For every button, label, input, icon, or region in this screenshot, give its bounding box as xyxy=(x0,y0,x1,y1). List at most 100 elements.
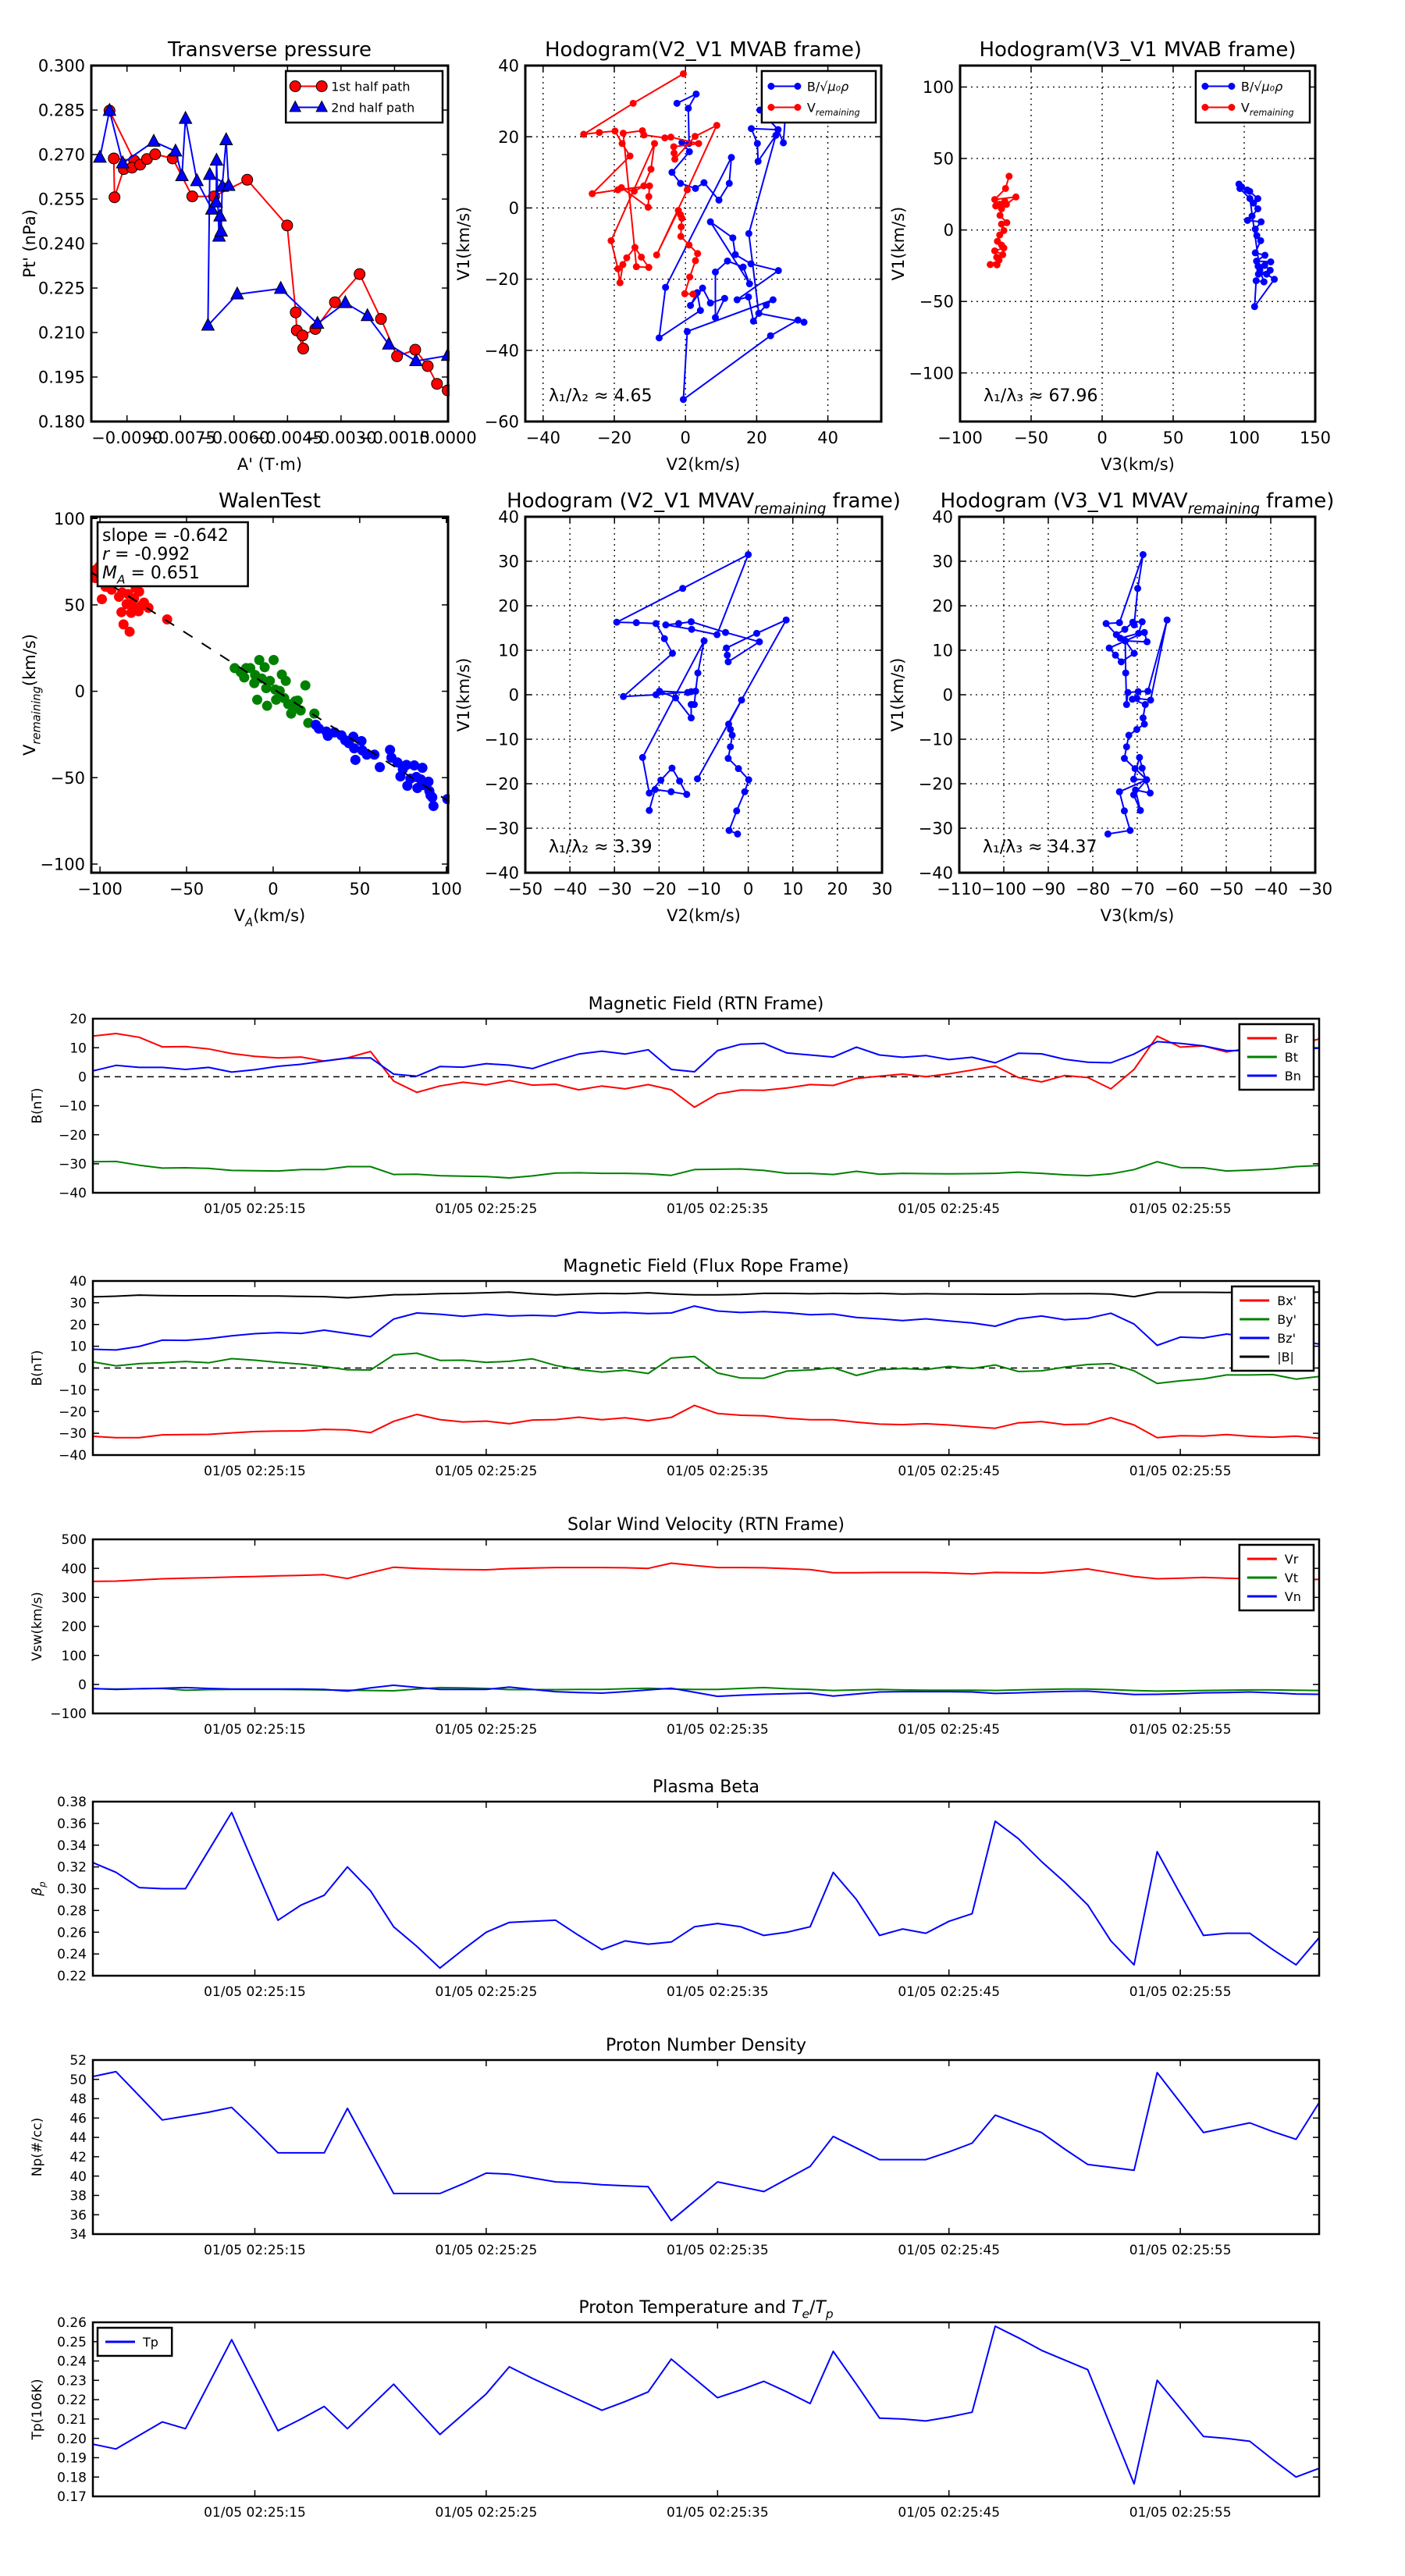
dot-marker xyxy=(580,130,588,138)
plot-area xyxy=(93,1019,1319,1193)
x-tick-label: −20 xyxy=(597,429,631,447)
dot-marker xyxy=(662,283,670,291)
y-tick-label: −30 xyxy=(919,820,953,838)
x-tick-label: 50 xyxy=(349,880,370,898)
series-group xyxy=(92,2070,1320,2222)
dot-marker xyxy=(1201,104,1209,111)
triangle-marker xyxy=(315,100,329,112)
y-tick-label: 100 xyxy=(54,510,85,528)
legend-label: 2nd half path xyxy=(331,100,414,115)
legend-entry: Vt xyxy=(1247,1571,1298,1585)
y-tick-label: 40 xyxy=(69,1274,87,1290)
series-group xyxy=(90,561,450,812)
dot-marker xyxy=(749,317,757,325)
chart-tp2: 01/05 02:25:15 01/05 02:25:25 01/05 02:25:… xyxy=(30,2298,1321,2521)
legend-entry: 2nd half path xyxy=(289,100,414,115)
y-tick-label: 48 xyxy=(69,2092,87,2108)
x-tick-label: 01/05 02:25:25 xyxy=(436,1464,538,1479)
dot-marker xyxy=(1136,806,1144,814)
y-tick-label: 30 xyxy=(498,553,519,571)
series-3-line xyxy=(92,1291,1320,1299)
axes-frame xyxy=(958,515,1317,874)
dot-marker xyxy=(1124,688,1132,696)
legend-label: Tp xyxy=(142,2335,158,2350)
y-axis-label: Vremaining(km/s) xyxy=(20,634,43,756)
dot-marker xyxy=(1120,755,1128,763)
x-tick-label: −20 xyxy=(642,880,676,898)
dot-marker xyxy=(661,134,669,142)
circle-marker xyxy=(254,655,265,666)
dot-marker xyxy=(993,261,1001,269)
y-tick-label: 0.30 xyxy=(57,1882,87,1898)
dot-marker xyxy=(662,621,670,629)
series-0-markers xyxy=(103,105,450,397)
dot-marker xyxy=(1140,628,1148,636)
triangle-marker xyxy=(222,177,236,191)
dot-marker xyxy=(685,105,692,112)
x-tick-label: −40 xyxy=(526,429,560,447)
dot-marker xyxy=(655,334,663,342)
y-tick-label: −10 xyxy=(485,731,519,749)
series-0-line xyxy=(92,1404,1320,1439)
x-tick-label: −70 xyxy=(1120,880,1154,898)
chart-title: Proton Temperature and Te/Tp xyxy=(578,2298,833,2322)
x-tick-label: −50 xyxy=(169,880,204,898)
dot-marker xyxy=(794,316,802,324)
circle-marker xyxy=(116,607,127,617)
chart-h1: −40 −20 0 20 40 −60 −40 −20 0 20 40 Hodogram(V2_V1 … xyxy=(454,38,883,474)
dot-marker xyxy=(688,625,695,633)
x-tick-label: 0.0000 xyxy=(419,429,476,447)
dot-marker xyxy=(1138,618,1146,626)
axes-frame xyxy=(91,1538,1321,1715)
dot-marker xyxy=(651,785,659,793)
x-tick-label: −110 xyxy=(937,880,982,898)
y-tick-label: 40 xyxy=(498,508,519,527)
y-axis-label: βp xyxy=(30,1881,48,1896)
y-tick-label: 10 xyxy=(69,1340,87,1355)
dot-marker xyxy=(1125,731,1133,739)
textbox-line: r = -0.992 xyxy=(102,545,190,564)
y-axis-label: V1(km/s) xyxy=(454,207,473,281)
triangle-marker xyxy=(214,223,229,237)
y-axis-label: Vsw(km/s) xyxy=(30,1592,45,1661)
dot-marker xyxy=(721,628,729,636)
dot-marker xyxy=(632,263,640,271)
dot-marker xyxy=(685,241,693,249)
y-tick-label: −20 xyxy=(485,775,519,794)
legend-entry: Bt xyxy=(1247,1050,1298,1065)
dot-marker xyxy=(667,133,675,141)
axes-frame xyxy=(91,1279,1321,1457)
x-tick-label: −40 xyxy=(1254,880,1288,898)
x-tick-label: 01/05 02:25:35 xyxy=(667,2505,769,2521)
y-tick-label: 52 xyxy=(69,2053,87,2069)
circle-marker xyxy=(391,350,404,362)
x-tick-label: −0.0090 xyxy=(91,429,162,447)
axes-frame xyxy=(90,64,450,423)
triangle-marker xyxy=(202,166,217,180)
dot-marker xyxy=(692,90,700,98)
dot-marker xyxy=(692,257,699,265)
x-tick-label: −10 xyxy=(686,880,720,898)
dot-marker xyxy=(1112,651,1119,659)
dot-marker xyxy=(623,254,631,262)
legend-frame xyxy=(760,69,877,124)
circle-marker xyxy=(245,663,256,674)
chart-h4: −110 −100 −90 −80 −70 −60 −50 −40 −30−40−30−20−1… xyxy=(888,489,1334,925)
x-tick-label: 20 xyxy=(827,880,848,898)
y-tick-label: 44 xyxy=(69,2130,87,2146)
y-tick-label: 0.23 xyxy=(57,2373,87,2389)
textbox-line: slope = -0.642 xyxy=(102,526,229,546)
dot-marker xyxy=(695,140,702,148)
dot-marker xyxy=(619,261,627,269)
series-2-line xyxy=(92,1305,1320,1351)
circle-marker xyxy=(108,152,120,165)
eigenvalue-ratio-annotation: λ₁/λ₂ ≈ 3.39 xyxy=(549,838,653,857)
dot-marker xyxy=(1131,765,1139,773)
y-tick-label: 20 xyxy=(69,1318,87,1333)
y-tick-label: 0.24 xyxy=(57,2354,87,2370)
series-1-markers xyxy=(987,173,1020,269)
y-tick-label: 46 xyxy=(69,2111,87,2126)
